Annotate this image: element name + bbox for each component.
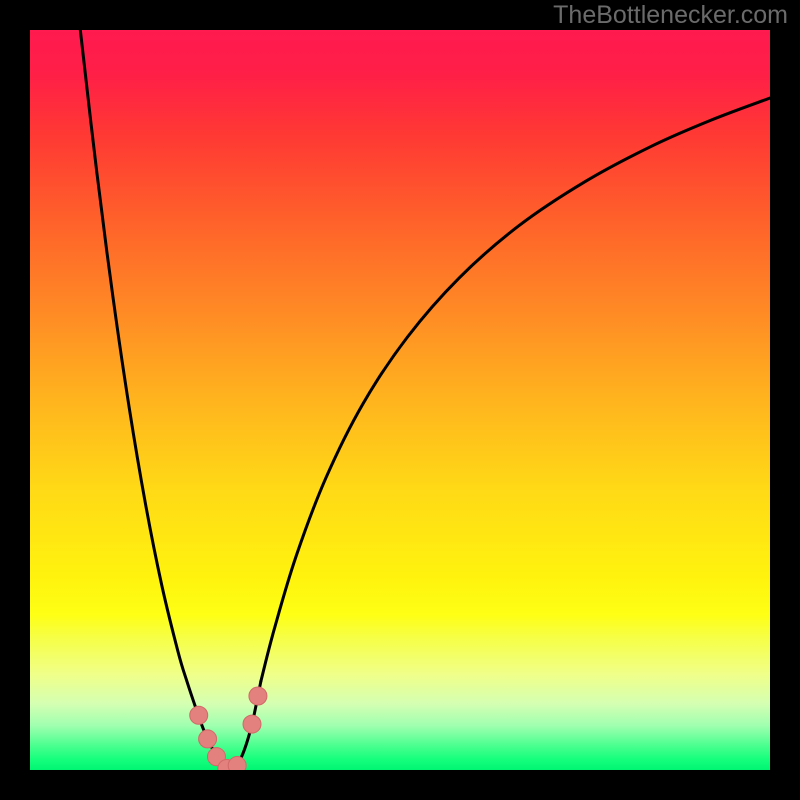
marker-point bbox=[199, 730, 217, 748]
watermark-text: TheBottlenecker.com bbox=[553, 1, 788, 30]
marker-point bbox=[190, 706, 208, 724]
marker-point bbox=[228, 757, 246, 770]
marker-point bbox=[243, 715, 261, 733]
chart-area bbox=[30, 30, 770, 770]
gradient-curve-chart bbox=[30, 30, 770, 770]
marker-point bbox=[249, 687, 267, 705]
